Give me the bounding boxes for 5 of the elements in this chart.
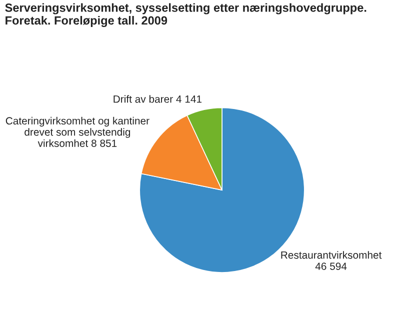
chart-title: Serveringsvirksomhet, sysselsetting etter næringshovedgruppe. Foretak. Foreløpige tall. 2009 bbox=[5, 3, 366, 28]
slice-label: Restaurantvirksomhet bbox=[281, 251, 382, 259]
slice-label: Cateringvirksomhet og kantiner drevet som selvstendig virksomhet 8 851 bbox=[6, 116, 150, 147]
slice-label: Drift av barer 4 141 bbox=[114, 95, 202, 103]
data-label: 46 594 bbox=[315, 262, 347, 270]
